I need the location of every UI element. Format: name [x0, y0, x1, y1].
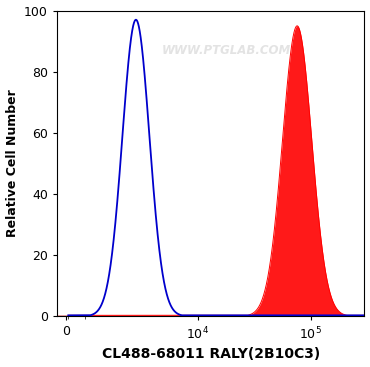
X-axis label: CL488-68011 RALY(2B10C3): CL488-68011 RALY(2B10C3)	[102, 348, 320, 361]
Y-axis label: Relative Cell Number: Relative Cell Number	[6, 90, 18, 237]
Text: WWW.PTGLAB.COM: WWW.PTGLAB.COM	[161, 44, 291, 57]
